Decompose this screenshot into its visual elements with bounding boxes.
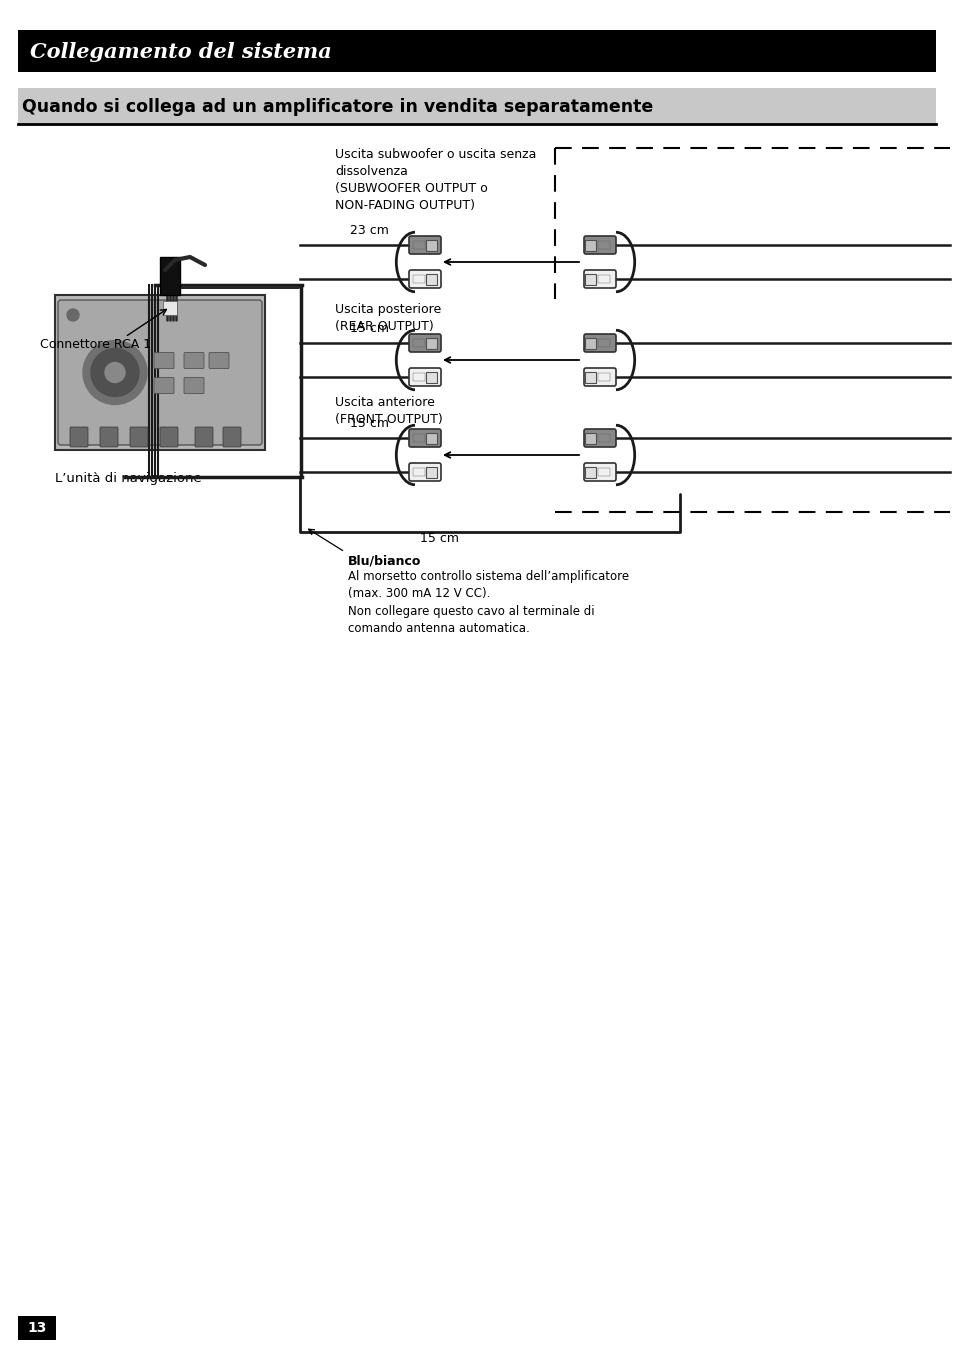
Text: Connettore RCA 1: Connettore RCA 1 [40, 339, 151, 351]
FancyBboxPatch shape [70, 427, 88, 447]
FancyBboxPatch shape [413, 241, 424, 249]
FancyBboxPatch shape [598, 467, 609, 476]
Text: 15 cm: 15 cm [350, 417, 389, 430]
Text: Quando si collega ad un amplificatore in vendita separatamente: Quando si collega ad un amplificatore in… [22, 98, 653, 117]
Circle shape [83, 340, 147, 405]
FancyBboxPatch shape [585, 432, 596, 443]
Text: L’unità di navigazione: L’unità di navigazione [55, 472, 201, 485]
FancyBboxPatch shape [184, 378, 204, 393]
FancyBboxPatch shape [583, 236, 616, 253]
FancyBboxPatch shape [585, 240, 596, 251]
FancyBboxPatch shape [583, 270, 616, 289]
FancyBboxPatch shape [426, 337, 437, 348]
FancyBboxPatch shape [409, 236, 440, 253]
Text: 13: 13 [28, 1321, 47, 1335]
Text: 15 cm: 15 cm [350, 322, 389, 335]
Bar [18, 1316, 56, 1340]
FancyBboxPatch shape [583, 333, 616, 352]
FancyBboxPatch shape [598, 373, 609, 381]
FancyBboxPatch shape [58, 299, 262, 444]
FancyBboxPatch shape [163, 301, 177, 314]
FancyBboxPatch shape [223, 427, 241, 447]
Circle shape [105, 363, 125, 382]
FancyBboxPatch shape [426, 274, 437, 285]
FancyBboxPatch shape [413, 373, 424, 381]
FancyBboxPatch shape [598, 275, 609, 283]
FancyBboxPatch shape [160, 257, 180, 295]
FancyBboxPatch shape [585, 274, 596, 285]
FancyBboxPatch shape [413, 467, 424, 476]
Text: Al morsetto controllo sistema dell’amplificatore
(max. 300 mA 12 V CC).
Non coll: Al morsetto controllo sistema dell’ampli… [348, 570, 628, 635]
FancyBboxPatch shape [585, 337, 596, 348]
FancyBboxPatch shape [209, 352, 229, 369]
FancyBboxPatch shape [426, 466, 437, 477]
Bar [18, 30, 935, 72]
FancyBboxPatch shape [130, 427, 148, 447]
FancyBboxPatch shape [409, 463, 440, 481]
Text: Uscita anteriore
(FRONT OUTPUT): Uscita anteriore (FRONT OUTPUT) [335, 396, 442, 425]
FancyBboxPatch shape [160, 427, 178, 447]
Circle shape [91, 348, 139, 397]
FancyBboxPatch shape [583, 463, 616, 481]
FancyBboxPatch shape [409, 430, 440, 447]
Text: 23 cm: 23 cm [350, 224, 389, 237]
FancyBboxPatch shape [426, 371, 437, 382]
Text: Uscita subwoofer o uscita senza
dissolvenza
(SUBWOOFER OUTPUT o
NON-FADING OUTPU: Uscita subwoofer o uscita senza dissolve… [335, 148, 536, 211]
Text: Uscita posteriore
(REAR OUTPUT): Uscita posteriore (REAR OUTPUT) [335, 304, 441, 333]
FancyBboxPatch shape [413, 339, 424, 347]
FancyBboxPatch shape [153, 352, 173, 369]
FancyBboxPatch shape [583, 369, 616, 386]
Text: 15 cm: 15 cm [419, 531, 458, 545]
Text: Collegamento del sistema: Collegamento del sistema [30, 42, 332, 62]
FancyBboxPatch shape [153, 378, 173, 393]
FancyBboxPatch shape [585, 466, 596, 477]
Circle shape [67, 309, 79, 321]
Text: Blu/bianco: Blu/bianco [348, 554, 421, 566]
FancyBboxPatch shape [426, 432, 437, 443]
FancyBboxPatch shape [426, 240, 437, 251]
FancyBboxPatch shape [413, 275, 424, 283]
FancyBboxPatch shape [194, 427, 213, 447]
FancyBboxPatch shape [413, 434, 424, 442]
FancyBboxPatch shape [100, 427, 118, 447]
FancyBboxPatch shape [598, 339, 609, 347]
FancyBboxPatch shape [583, 430, 616, 447]
FancyBboxPatch shape [184, 352, 204, 369]
FancyBboxPatch shape [55, 295, 265, 450]
Bar [18, 88, 935, 125]
FancyBboxPatch shape [409, 333, 440, 352]
FancyBboxPatch shape [598, 241, 609, 249]
FancyBboxPatch shape [409, 369, 440, 386]
FancyBboxPatch shape [598, 434, 609, 442]
FancyBboxPatch shape [585, 371, 596, 382]
FancyBboxPatch shape [409, 270, 440, 289]
